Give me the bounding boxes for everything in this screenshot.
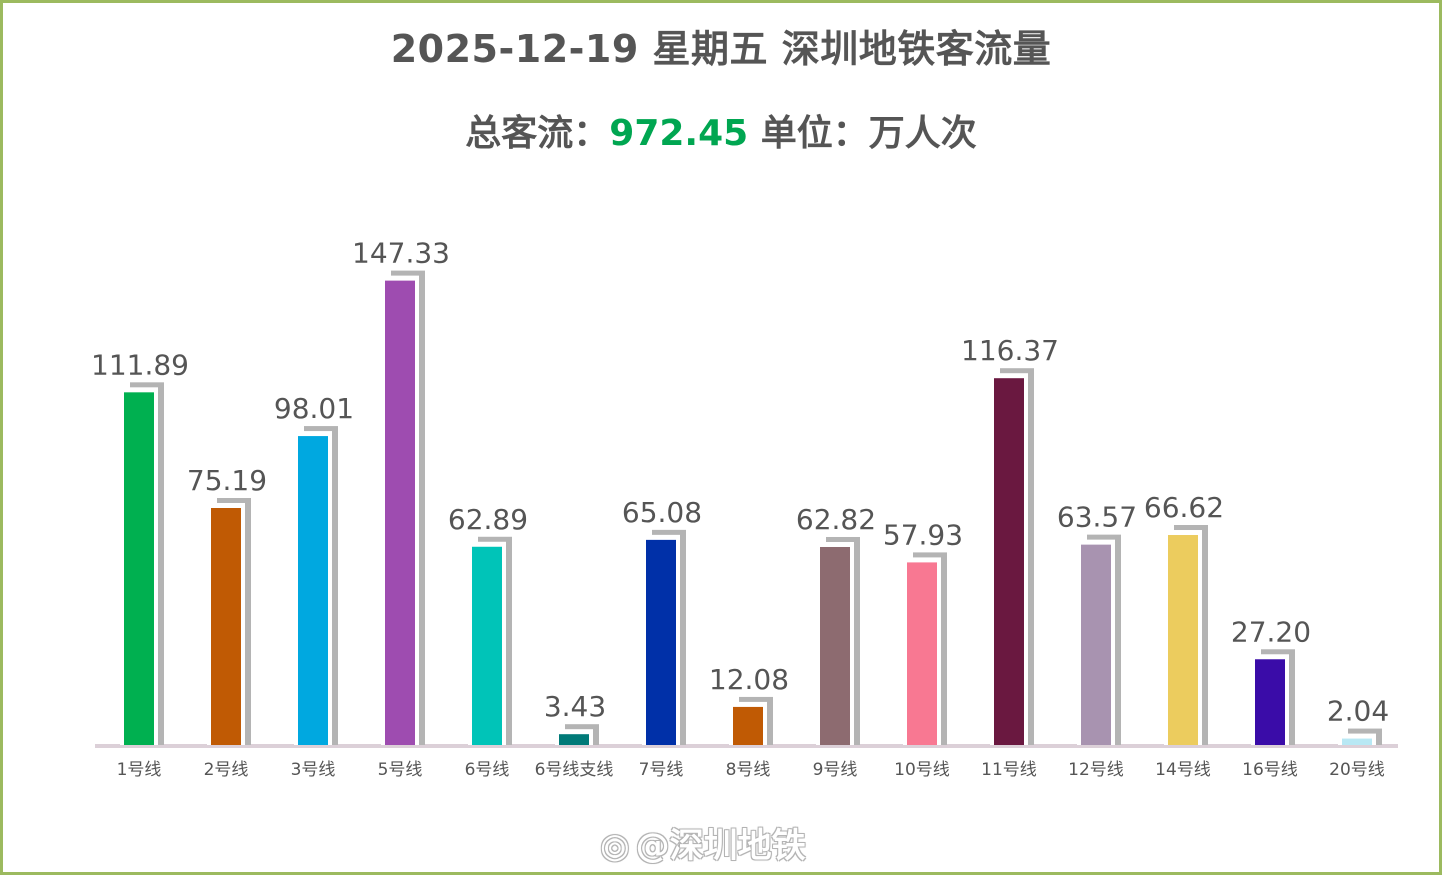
watermark-text: @深圳地铁 bbox=[635, 826, 806, 866]
total-label: 总客流： bbox=[465, 113, 610, 154]
value-label: 3.43 bbox=[544, 690, 606, 723]
category-label: 8号线 bbox=[726, 760, 771, 780]
category-label: 5号线 bbox=[378, 760, 423, 780]
category-label: 14号线 bbox=[1155, 760, 1211, 780]
category-label: 7号线 bbox=[639, 760, 684, 780]
bar-10 bbox=[907, 562, 937, 745]
bar-1 bbox=[124, 392, 154, 745]
category-label: 6号线支线 bbox=[535, 760, 614, 780]
value-label: 98.01 bbox=[274, 392, 354, 425]
bar-7 bbox=[646, 539, 676, 745]
value-label: 116.37 bbox=[961, 334, 1059, 367]
watermark: ◎ @深圳地铁 bbox=[600, 818, 806, 867]
value-label: 62.89 bbox=[448, 503, 528, 536]
bar-5 bbox=[472, 546, 502, 745]
category-label: 1号线 bbox=[117, 760, 162, 780]
category-label: 16号线 bbox=[1242, 760, 1298, 780]
value-label: 147.33 bbox=[352, 237, 450, 270]
value-label: 57.93 bbox=[883, 518, 963, 551]
category-label: 6号线 bbox=[465, 760, 510, 780]
value-label: 62.82 bbox=[796, 503, 876, 536]
bar-15 bbox=[1342, 738, 1372, 745]
bar-11 bbox=[994, 378, 1024, 745]
value-label: 63.57 bbox=[1057, 501, 1137, 534]
category-label: 9号线 bbox=[813, 760, 858, 780]
bar-13 bbox=[1168, 535, 1198, 745]
category-label: 12号线 bbox=[1068, 760, 1124, 780]
bar-8 bbox=[733, 706, 763, 745]
value-label: 75.19 bbox=[187, 464, 267, 497]
x-axis-line bbox=[95, 744, 1398, 748]
bar-14 bbox=[1255, 659, 1285, 745]
category-label: 11号线 bbox=[981, 760, 1037, 780]
value-label: 27.20 bbox=[1231, 615, 1311, 648]
value-label: 2.04 bbox=[1327, 695, 1389, 728]
value-label: 65.08 bbox=[622, 496, 702, 529]
value-label: 111.89 bbox=[91, 348, 189, 381]
total-value: 972.45 bbox=[609, 113, 749, 154]
bar-12 bbox=[1081, 544, 1111, 745]
bar-2 bbox=[211, 508, 241, 745]
bar-6 bbox=[559, 734, 589, 745]
bar-4 bbox=[385, 280, 415, 745]
unit-label: 单位：万人次 bbox=[748, 113, 977, 154]
value-label: 12.08 bbox=[709, 663, 789, 696]
value-label: 66.62 bbox=[1144, 491, 1224, 524]
category-label: 20号线 bbox=[1329, 760, 1385, 780]
category-label: 3号线 bbox=[291, 760, 336, 780]
chart-title: 2025-12-19 星期五 深圳地铁客流量 bbox=[390, 27, 1052, 71]
weibo-logo-icon: ◎ bbox=[600, 826, 630, 866]
category-label: 10号线 bbox=[894, 760, 950, 780]
bar-9 bbox=[820, 546, 850, 745]
category-label: 2号线 bbox=[204, 760, 249, 780]
chart-subtitle: 总客流：972.45 单位：万人次 bbox=[0, 104, 1442, 156]
bar-3 bbox=[298, 436, 328, 745]
